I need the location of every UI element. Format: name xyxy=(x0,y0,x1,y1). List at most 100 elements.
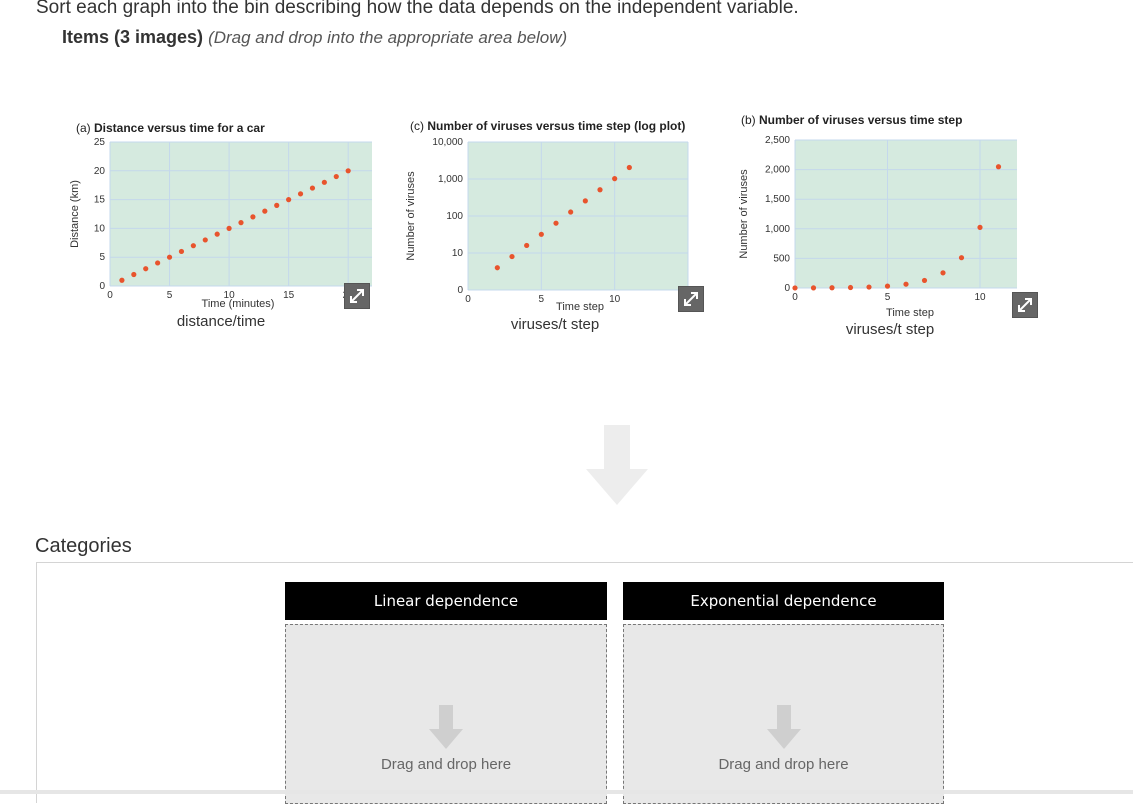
y-tick-label: 25 xyxy=(94,137,106,148)
data-point xyxy=(792,285,798,291)
data-point xyxy=(494,265,500,271)
page-bottom-border xyxy=(0,790,1133,794)
x-tick-label: 10 xyxy=(609,294,621,305)
drop-zone-exponential[interactable]: Drag and drop here xyxy=(623,624,944,804)
y-tick-label: 5 xyxy=(99,252,105,263)
data-point xyxy=(119,277,125,283)
data-point xyxy=(940,270,946,276)
y-axis-label: Number of viruses xyxy=(738,169,750,259)
data-point xyxy=(286,197,292,203)
chart-title-main: Number of viruses versus time step (log … xyxy=(427,119,685,133)
data-point xyxy=(597,187,603,193)
data-point xyxy=(524,242,530,249)
chart-title-main: Number of viruses versus time step xyxy=(759,113,962,127)
chart-viruses-linear: 0 5 10 0 500 1,000 1,500 2,000 2,500 (b) Number o… xyxy=(738,113,1017,319)
draggable-item-viruses-linear[interactable]: 0 5 10 0 500 1,000 1,500 2,000 2,500 (b) Number o… xyxy=(735,105,1055,340)
drop-zone-linear[interactable]: Drag and drop here xyxy=(285,624,607,804)
x-tick-label: 10 xyxy=(974,292,986,303)
plot-area xyxy=(110,142,372,286)
bin-header-exponential: Exponential dependence xyxy=(623,582,944,620)
drop-hint: Drag and drop here xyxy=(380,756,512,773)
y-tick-label: 1,500 xyxy=(765,194,790,205)
data-point xyxy=(309,185,316,191)
item-caption: viruses/t step xyxy=(845,321,935,338)
y-tick-label: 10 xyxy=(94,223,106,234)
categories-title: Categories xyxy=(35,535,132,557)
data-point xyxy=(250,214,256,220)
x-tick-label: 10 xyxy=(224,290,236,301)
data-point xyxy=(274,202,280,208)
x-tick-label: 5 xyxy=(539,294,545,305)
data-point xyxy=(178,248,185,255)
y-tick-label: 0 xyxy=(99,281,105,292)
y-tick-label: 1,000 xyxy=(765,224,790,235)
chart-title: (a) Distance versus time for a car xyxy=(76,121,265,135)
y-tick-label: 10 xyxy=(452,248,464,259)
data-point xyxy=(538,231,544,237)
instruction-text: Sort each graph into the bin describing … xyxy=(36,0,799,18)
chart-title: (c) Number of viruses versus time step (… xyxy=(410,119,685,133)
data-point xyxy=(190,243,196,249)
items-heading: Items (3 images) (Drag and drop into the… xyxy=(62,27,567,48)
expand-arrows-icon xyxy=(350,289,364,303)
data-point xyxy=(131,271,137,278)
data-point xyxy=(866,284,872,290)
data-point xyxy=(995,164,1002,170)
data-point xyxy=(903,281,909,287)
y-tick-label: 10,000 xyxy=(432,137,463,148)
plot-area xyxy=(795,140,1017,288)
data-point xyxy=(143,266,149,272)
y-tick-label: 20 xyxy=(94,166,106,177)
x-tick-label: 5 xyxy=(167,290,173,301)
y-axis-label: Distance (km) xyxy=(69,180,81,248)
data-point xyxy=(214,231,220,237)
data-point xyxy=(921,277,928,284)
y-tick-label: 100 xyxy=(446,211,463,222)
x-axis-label: Time (minutes) xyxy=(202,298,275,310)
y-tick-label: 0 xyxy=(457,285,463,296)
chart-title-prefix: (c) xyxy=(410,119,427,133)
x-tick-label: 5 xyxy=(885,292,891,303)
chart-title-prefix: (a) xyxy=(76,121,94,135)
data-point xyxy=(345,168,351,174)
data-point xyxy=(297,191,304,197)
expand-arrows-icon xyxy=(684,292,698,306)
data-point xyxy=(509,253,515,260)
expand-arrows-icon xyxy=(1018,298,1032,312)
y-tick-label: 2,000 xyxy=(765,165,790,176)
expand-button[interactable] xyxy=(344,283,370,309)
data-point xyxy=(847,284,854,291)
data-point xyxy=(226,225,232,231)
data-point xyxy=(553,220,559,226)
y-tick-label: 1,000 xyxy=(438,174,463,185)
y-axis-label: Number of viruses xyxy=(405,171,417,261)
data-point xyxy=(612,176,618,182)
chart-title-prefix: (b) xyxy=(741,113,759,127)
data-point xyxy=(568,209,574,215)
data-point xyxy=(262,208,268,214)
data-point xyxy=(829,285,835,291)
x-axis-label: Time step xyxy=(556,301,604,313)
data-point xyxy=(202,237,208,243)
data-point xyxy=(958,255,965,261)
chart-title-main: Distance versus time for a car xyxy=(94,121,265,135)
arrow-down-icon xyxy=(766,705,801,754)
arrow-down-icon xyxy=(586,425,648,510)
data-point xyxy=(884,283,891,289)
x-tick-label: 15 xyxy=(283,290,295,301)
expand-button[interactable] xyxy=(678,286,704,312)
expand-button[interactable] xyxy=(1012,292,1038,318)
data-point xyxy=(977,224,983,230)
x-tick-label: 0 xyxy=(465,294,471,305)
y-tick-label: 500 xyxy=(773,253,790,264)
arrow-down-icon xyxy=(429,705,463,754)
items-hint: (Drag and drop into the appropriate area… xyxy=(208,28,568,47)
data-point xyxy=(333,173,339,180)
data-point xyxy=(155,260,161,266)
y-tick-label: 0 xyxy=(784,283,790,294)
item-caption: distance/time xyxy=(176,313,266,330)
data-point xyxy=(238,220,244,226)
draggable-item-distance[interactable]: 051015200510152025(a) Distance versus ti… xyxy=(60,110,380,340)
